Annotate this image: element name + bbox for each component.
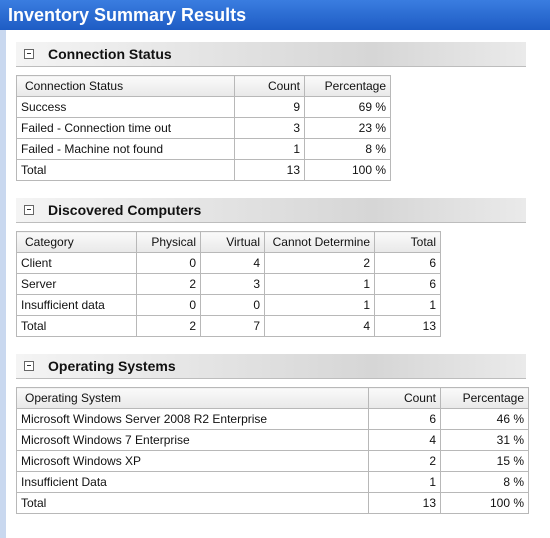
- table-cell: 2: [136, 315, 201, 337]
- header-row: Category Physical Virtual Cannot Determine T…: [16, 231, 441, 253]
- collapse-icon[interactable]: [24, 361, 34, 371]
- table-row: Total 13 100 %: [16, 492, 529, 514]
- column-header: Count: [368, 387, 441, 409]
- table-cell: 2: [368, 450, 441, 472]
- table-cell: 69 %: [304, 96, 391, 118]
- table-cell: Total: [16, 492, 369, 514]
- table-cell: 13: [368, 492, 441, 514]
- table-cell: Success: [16, 96, 235, 118]
- data-table: Connection Status Count Percentage Success 9…: [16, 75, 391, 181]
- table-cell: 15 %: [440, 450, 529, 472]
- table-cell: Failed - Machine not found: [16, 138, 235, 160]
- column-header: Connection Status: [16, 75, 235, 97]
- table-cell: 23 %: [304, 117, 391, 139]
- table-cell: 0: [136, 294, 201, 316]
- column-header: Physical: [136, 231, 201, 253]
- table-cell: 0: [200, 294, 265, 316]
- table-row: Failed - Connection time out 3 23 %: [16, 117, 391, 139]
- table-cell: Total: [16, 315, 137, 337]
- table-cell: 6: [374, 273, 441, 295]
- collapse-icon[interactable]: [24, 49, 34, 59]
- section-title: Operating Systems: [48, 358, 176, 374]
- table-cell: 100 %: [304, 159, 391, 181]
- collapse-icon[interactable]: [24, 205, 34, 215]
- section-header[interactable]: Discovered Computers: [16, 198, 526, 223]
- table-cell: 100 %: [440, 492, 529, 514]
- table-cell: Insufficient data: [16, 294, 137, 316]
- table-cell: 3: [200, 273, 265, 295]
- header-row: Connection Status Count Percentage: [16, 75, 391, 97]
- side-strip: [0, 30, 6, 538]
- table-row: Total 13 100 %: [16, 159, 391, 181]
- table-cell: 9: [234, 96, 305, 118]
- header-row: Operating System Count Percentage: [16, 387, 529, 409]
- data-table: Operating System Count Percentage Microsoft…: [16, 387, 529, 514]
- column-header: Count: [234, 75, 305, 97]
- table-cell: 1: [264, 273, 375, 295]
- table-cell: 2: [264, 252, 375, 274]
- table-row: Failed - Machine not found 1 8 %: [16, 138, 391, 160]
- table-row: Microsoft Windows Server 2008 R2 Enterpr…: [16, 408, 529, 430]
- table-cell: 1: [264, 294, 375, 316]
- column-header: Operating System: [16, 387, 369, 409]
- page-title: Inventory Summary Results: [0, 0, 550, 30]
- section-title: Discovered Computers: [48, 202, 202, 218]
- table-cell: 8 %: [440, 471, 529, 493]
- data-table: Category Physical Virtual Cannot Determine T…: [16, 231, 441, 337]
- table-cell: Insufficient Data: [16, 471, 369, 493]
- table-cell: Microsoft Windows XP: [16, 450, 369, 472]
- table-cell: 2: [136, 273, 201, 295]
- table-row: Microsoft Windows 7 Enterprise 4 31 %: [16, 429, 529, 451]
- table-cell: 4: [264, 315, 375, 337]
- table-cell: 3: [234, 117, 305, 139]
- table-cell: 4: [368, 429, 441, 451]
- table-cell: 6: [368, 408, 441, 430]
- table-cell: Failed - Connection time out: [16, 117, 235, 139]
- table-row: Client 0 4 2 6: [16, 252, 441, 274]
- table-cell: Server: [16, 273, 137, 295]
- section-header[interactable]: Operating Systems: [16, 354, 526, 379]
- table-cell: Microsoft Windows Server 2008 R2 Enterpr…: [16, 408, 369, 430]
- table-cell: Client: [16, 252, 137, 274]
- table-cell: 8 %: [304, 138, 391, 160]
- column-header: Virtual: [200, 231, 265, 253]
- table-row: Total 2 7 4 13: [16, 315, 441, 337]
- table-row: Insufficient data 0 0 1 1: [16, 294, 441, 316]
- column-header: Cannot Determine: [264, 231, 375, 253]
- table-row: Insufficient Data 1 8 %: [16, 471, 529, 493]
- section-title: Connection Status: [48, 46, 172, 62]
- table-cell: 7: [200, 315, 265, 337]
- table-cell: 4: [200, 252, 265, 274]
- column-header: Total: [374, 231, 441, 253]
- column-header: Category: [16, 231, 137, 253]
- table-cell: 13: [234, 159, 305, 181]
- table-cell: 1: [368, 471, 441, 493]
- table-cell: 31 %: [440, 429, 529, 451]
- column-header: Percentage: [440, 387, 529, 409]
- table-cell: 1: [234, 138, 305, 160]
- column-header: Percentage: [304, 75, 391, 97]
- table-row: Microsoft Windows XP 2 15 %: [16, 450, 529, 472]
- table-cell: 6: [374, 252, 441, 274]
- table-row: Server 2 3 1 6: [16, 273, 441, 295]
- section-header[interactable]: Connection Status: [16, 42, 526, 67]
- table-cell: 1: [374, 294, 441, 316]
- table-cell: Microsoft Windows 7 Enterprise: [16, 429, 369, 451]
- table-row: Success 9 69 %: [16, 96, 391, 118]
- table-cell: Total: [16, 159, 235, 181]
- table-cell: 46 %: [440, 408, 529, 430]
- table-cell: 13: [374, 315, 441, 337]
- table-cell: 0: [136, 252, 201, 274]
